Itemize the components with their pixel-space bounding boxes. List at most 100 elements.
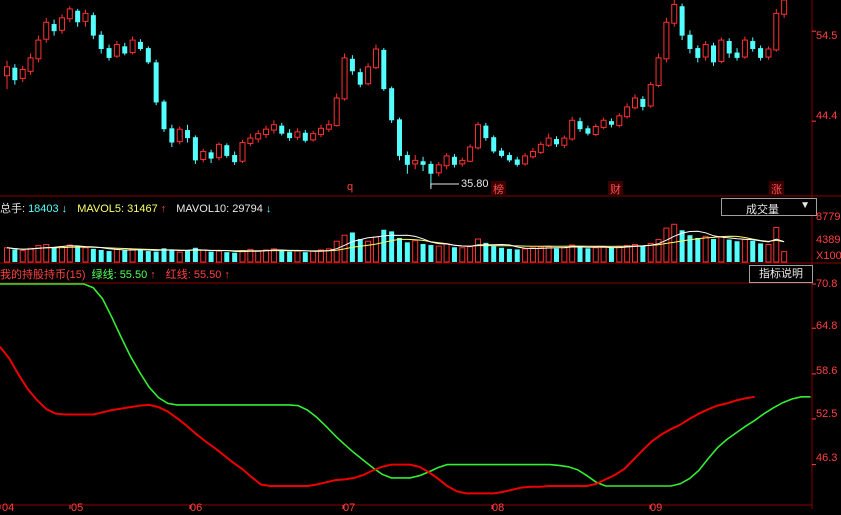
candle-down	[585, 128, 591, 134]
volume-bar-down	[420, 243, 426, 262]
candle-up	[239, 142, 246, 162]
volume-bar-down	[208, 251, 214, 262]
volume-bar-down	[585, 248, 591, 262]
candle-down	[169, 128, 175, 143]
x-tick: 08	[492, 502, 505, 514]
candle-up	[459, 159, 466, 165]
candle-up	[632, 97, 638, 109]
volume-bar-down	[75, 246, 81, 262]
x-tick: 07	[343, 502, 356, 514]
candle-up	[215, 143, 222, 159]
candle-up	[475, 124, 481, 149]
event-marker-finance[interactable]: 财	[608, 181, 623, 197]
volume-bar-up	[781, 251, 788, 263]
up-arrow-icon: ↑	[160, 203, 167, 215]
mavol5-line	[6, 230, 785, 253]
candle-down	[122, 46, 128, 54]
volume-bar-up	[27, 247, 34, 263]
candle-down	[153, 62, 159, 103]
volume-bar-down	[90, 248, 96, 262]
indicator-name: 我的持股持币(15)	[0, 269, 86, 281]
candle-up	[773, 12, 780, 51]
candle-up	[702, 44, 709, 58]
red-line-value: 55.50	[193, 269, 222, 281]
volume-bar-up	[239, 250, 246, 263]
candle-down	[75, 10, 81, 23]
candle-up	[35, 39, 42, 60]
candle-down	[192, 137, 198, 161]
candle-down	[491, 137, 497, 152]
candle-down	[711, 45, 716, 63]
candle-down	[224, 145, 230, 156]
indicator-y-tick: 58.6	[816, 365, 838, 377]
candle-up	[318, 127, 324, 136]
volume-bar-down	[734, 241, 740, 262]
volume-bar-down	[169, 249, 175, 262]
green-line	[0, 283, 811, 487]
price-y-tick: 54.5	[816, 30, 838, 42]
volume-bar-down	[679, 230, 685, 262]
volume-bar-up	[129, 248, 136, 263]
volume-bar-down	[192, 247, 198, 262]
candle-up	[529, 150, 536, 158]
indicator-header: 我的持股持币(15) 绿线: 55.50 ↑ 红线: 55.50 ↑	[0, 266, 233, 281]
candle-up	[671, 3, 678, 24]
volume-bar-up	[592, 247, 599, 263]
volume-bar-down	[608, 247, 614, 262]
volume-bar-down	[381, 229, 387, 262]
volume-bar-up	[459, 247, 466, 263]
volume-y-tick: 4389	[816, 234, 841, 246]
volume-bar-up	[773, 227, 780, 263]
candle-down	[640, 98, 646, 107]
indicator-help-button[interactable]: 指标说明	[749, 265, 813, 283]
volume-bar-up	[365, 240, 372, 263]
volume-bar-down	[491, 246, 497, 262]
volume-bar-down	[554, 248, 559, 262]
volume-bar-up	[113, 248, 120, 263]
candle-down	[51, 24, 57, 32]
dropdown-value: 成交量	[746, 204, 779, 216]
volume-bar-down	[726, 239, 732, 262]
volume-bar-down	[506, 248, 512, 262]
red-line	[0, 346, 755, 495]
volume-bar-up	[58, 246, 65, 263]
candle-up	[372, 48, 379, 69]
volume-bar-up	[310, 250, 317, 263]
event-marker-q[interactable]: q	[347, 181, 354, 193]
candle-down	[90, 15, 96, 36]
event-marker-list[interactable]: 榜	[491, 181, 506, 197]
candle-down	[514, 159, 520, 165]
volume-header: 总手: 18403 ↓ MAVOL5: 31467 ↑ MAVOL10: 29794 ↓	[0, 200, 274, 215]
up-arrow-icon: ↑	[150, 269, 156, 281]
candle-down	[451, 156, 457, 165]
volume-bar-down	[51, 247, 57, 262]
volume-bar-down	[145, 251, 151, 262]
candle-down	[381, 49, 387, 90]
candle-down	[302, 132, 308, 141]
volume-bar-up	[655, 239, 662, 263]
candle-up	[310, 133, 317, 141]
volume-bar-up	[255, 250, 262, 263]
candle-up	[616, 115, 623, 127]
volume-bar-up	[35, 245, 42, 263]
price-panel	[4, 0, 816, 190]
indicator-select-dropdown[interactable]: 成交量 ▼	[721, 198, 817, 216]
candle-down	[577, 121, 583, 130]
candle-up	[19, 68, 26, 79]
volume-bar-up	[475, 238, 481, 263]
volume-bar-down	[397, 237, 402, 262]
volume-bar-down	[302, 252, 308, 262]
green-line-label: 绿线:	[91, 269, 117, 281]
mavol10-value: 29794	[232, 203, 263, 215]
event-marker-limit-up[interactable]: 涨	[769, 181, 784, 197]
volume-bar-up	[263, 249, 270, 263]
volume-bar-up	[247, 248, 254, 263]
candle-up	[435, 164, 442, 174]
volume-bar-down	[224, 252, 230, 262]
candle-down	[389, 88, 395, 121]
volume-bar-down	[687, 235, 693, 262]
volume-bar-up	[741, 239, 748, 263]
candle-down	[106, 48, 112, 58]
candle-down	[750, 40, 756, 49]
